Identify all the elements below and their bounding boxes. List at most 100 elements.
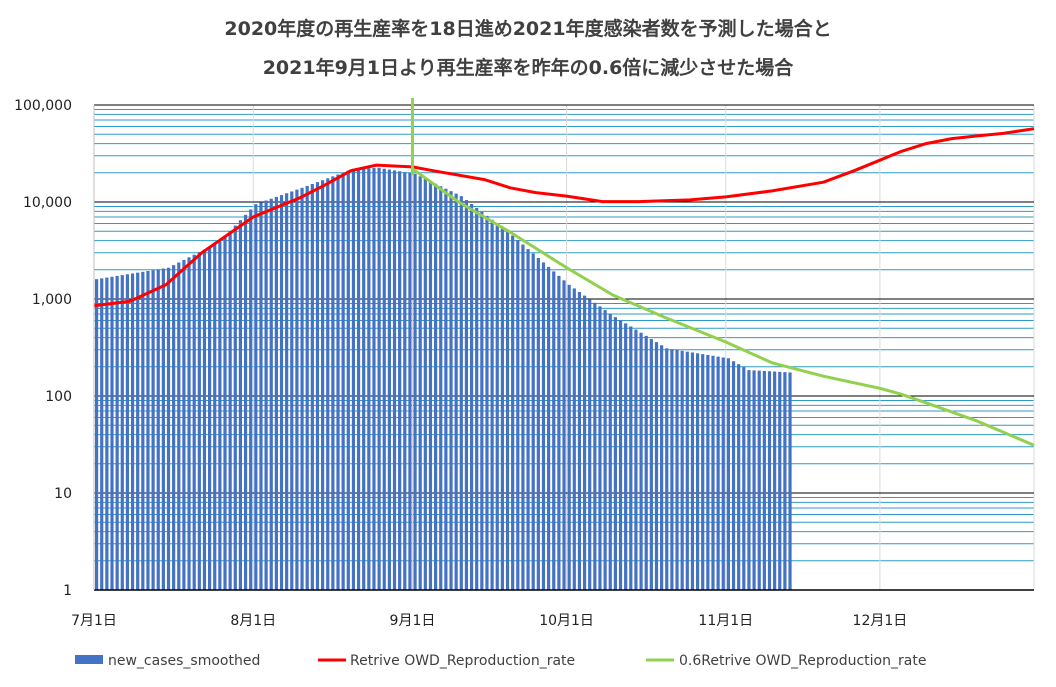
line-series [93,98,1035,447]
bar [726,358,730,590]
bar [588,299,592,590]
bar [721,357,725,590]
bar [125,274,130,590]
bar [593,302,597,590]
vertical-gridlines [252,105,1035,590]
bar [218,241,222,590]
x-tick-label: 8月1日 [230,613,276,629]
x-tick-label: 10月1日 [539,613,594,629]
bar [511,235,515,591]
bar [305,185,309,591]
y-tick-label: 10 [54,486,72,502]
x-tick-label: 9月1日 [390,613,436,629]
bar [475,207,479,590]
bar [557,275,561,590]
bar [336,174,340,590]
bar [413,173,417,590]
bar [516,240,520,590]
bar [290,191,294,590]
bar [300,187,304,591]
legend-label: new_cases_smoothed [108,653,260,669]
bar [505,231,510,590]
bar [120,275,124,590]
bar [346,170,350,590]
bar [398,171,402,590]
bar [223,236,227,590]
bar [444,188,448,590]
bar [701,354,705,590]
bar [711,355,715,590]
bar [197,252,201,590]
bar [644,335,648,590]
bar [166,267,171,590]
bar [403,172,407,590]
bar [742,367,746,590]
bar [372,168,376,590]
bar [269,198,273,590]
bar [577,292,582,590]
bar [351,168,356,590]
bar [161,268,165,590]
bar [783,372,787,590]
bar [105,277,109,590]
bar [536,257,540,590]
bar [521,244,525,590]
bar [624,323,628,590]
bar [428,181,433,590]
bar [130,273,135,590]
bar [310,184,314,591]
y-tick-labels: 1 10 100 1,000 10,000 100,000 [14,98,72,599]
bar [377,167,381,590]
y-tick-label: 1 [63,583,72,599]
legend: new_cases_smoothed Retrive OWD_Reproducti… [75,653,926,669]
bar [670,349,674,590]
bar [639,332,643,590]
bar [531,253,535,590]
bar [562,280,566,590]
bar [552,271,556,590]
bar [356,168,361,591]
bar [202,249,207,591]
bar [233,225,237,590]
bar [192,254,196,590]
bar [243,214,248,591]
bar [151,270,155,590]
bar [408,173,412,591]
bar [603,309,607,590]
bar [773,371,777,590]
bar [690,352,695,590]
bar [675,349,679,590]
bar [367,168,371,590]
chart-subtitle: 2021年9月1日より再生産率を昨年の0.6倍に減少させた場合 [262,57,794,79]
bar [172,265,176,590]
bar [654,342,659,590]
bar [598,306,602,590]
bar [480,211,484,591]
bar [608,313,612,590]
bar [208,246,212,591]
bar [572,288,576,590]
bar [680,350,684,590]
bar [490,219,494,591]
x-tick-labels: 7月1日 8月1日 9月1日 10月1日 11月1日 12月1日 [71,613,907,629]
y-tick-label: 1,000 [32,292,72,308]
legend-label: 0.6Retrive OWD_Reproduction_rate [679,653,926,669]
bar [100,278,104,590]
bar [362,168,366,590]
x-tick-label: 7月1日 [71,613,117,629]
bar [660,345,664,590]
y-tick-label: 100 [45,389,72,405]
bar [459,196,463,590]
bar [264,200,268,590]
bar [788,372,792,590]
x-tick-label: 11月1日 [698,613,753,629]
bar [495,223,499,590]
bar [156,269,160,590]
bar [95,279,99,590]
bar [454,193,458,590]
bar [464,200,469,590]
bar [757,370,761,590]
bar [136,272,140,590]
bar [331,176,335,590]
red-reproduction-line [93,127,1035,308]
